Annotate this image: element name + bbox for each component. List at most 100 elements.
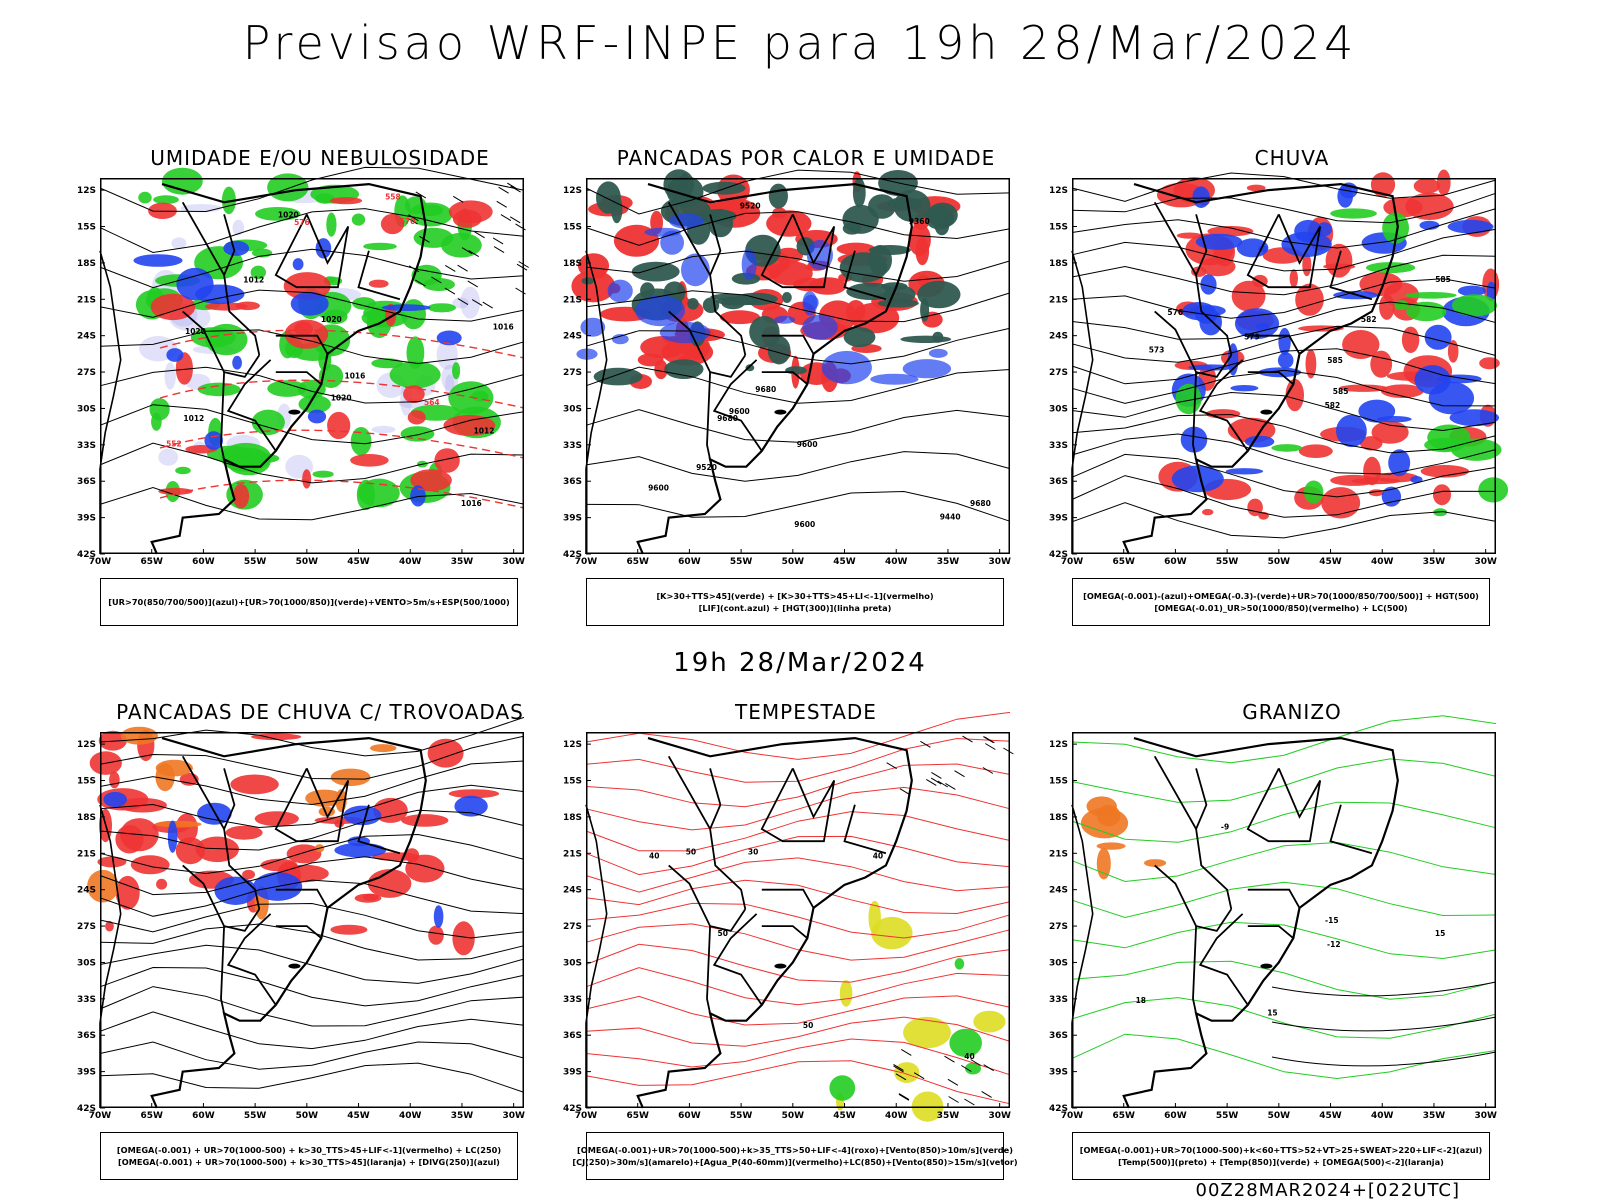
contour-line [585,327,1011,365]
panel-title: TEMPESTADE [735,700,877,724]
streamline [99,1011,525,1050]
blue-shaded-area [307,409,327,424]
blue-shaded-area [1381,486,1402,507]
green-shaded-area [255,207,301,221]
contour-label: 1020 [185,327,206,336]
coastline [636,182,913,555]
lat-tick-label: 21S [1049,295,1068,305]
darkgreen-shaded-area [768,183,788,209]
purple-shaded-area [158,448,179,466]
lon-tick-label: 50W [1268,1111,1291,1121]
red-shaded-area [1420,465,1470,478]
contour-line [99,442,525,484]
lat-tick-label: 21S [1049,849,1068,859]
streamline [1071,348,1497,385]
country-border [709,828,747,910]
wind-vector [492,237,504,245]
lat-tick-label: 33S [563,995,582,1005]
yellow-shaded-area [839,980,853,1007]
wind-vector [983,1064,994,1072]
country-border [1154,864,1233,932]
darkgreen-shaded-area [900,335,952,343]
forecast-map: 1012 1012 1012 1016 1016 1016 1020 1020 1020 1020… [77,166,529,567]
contour-label: 1016 [461,499,482,508]
lat-tick-label: 15S [563,223,582,233]
streamline [1071,278,1497,319]
streamline [1071,228,1497,272]
blue-shaded-area [1447,219,1494,234]
wind-vector [920,740,931,748]
lon-tick-label: 35W [937,557,960,567]
red-shaded-area [1437,169,1451,196]
blue-shaded-area [292,258,304,271]
country-border [1329,804,1373,855]
lat-tick-label: 30S [77,959,96,969]
forecast-map: -9 -12 -15 15 18 15 12S 15S 18S 21S 24S 27S 30S 33S 36… [1049,715,1497,1121]
country-border [1247,371,1294,385]
lat-tick-label: 39S [563,1068,582,1078]
green-shaded-area [350,427,372,456]
contour-label: 40 [873,852,883,861]
lat-tick-label: 24S [563,886,582,896]
blue-shaded-area [902,359,952,379]
lon-tick-label: 30W [1474,557,1497,567]
lat-tick-label: 12S [77,740,96,750]
blue-shaded-area [1457,285,1487,297]
forecast-map: 40 40 50 50 50 30 40 12S 15S 18S 21S 24S 27S 30S 33S 36… [563,711,1014,1122]
green-shaded-area [153,195,179,205]
wind-vector [954,770,965,778]
wind-vector [898,1093,910,1101]
legend-line: [CJ(250)>30m/s](amarelo)+[Agua_P(40-60mm… [572,1157,1018,1167]
country-border [1246,767,1322,843]
lon-tick-label: 40W [399,1111,422,1121]
lat-tick-label: 12S [77,186,96,196]
streamline [1071,325,1497,363]
red-shaded-area [97,856,127,868]
lon-tick-label: 65W [1112,1111,1135,1121]
darkgreen-shaded-area [868,245,892,275]
yellow-shaded-area [903,1016,951,1049]
wind-vector [937,780,949,788]
panel-legend: [OMEGA(-0.001)+UR>70(1000-500)+k<60+TTS>… [1072,1132,1490,1180]
country-border [182,864,261,932]
lat-tick-label: 36S [77,1031,96,1041]
blue-shaded-area [381,304,431,311]
contour-label: 1012 [243,275,264,284]
lat-tick-label: 24S [1049,886,1068,896]
blue-shaded-area [802,314,838,340]
wind-vector [898,1093,910,1101]
blue-shaded-area [167,820,178,853]
contour-label: 40 [649,852,659,861]
streamline [99,986,525,1027]
green-shaded-area [829,1075,856,1101]
red-shaded-area [1285,378,1304,412]
red-shaded-area [1342,330,1380,359]
forecast-map: 9680968096809600960096009520952094409360… [563,169,1011,567]
country-border [1198,913,1249,1006]
green-shaded-area [267,380,307,397]
blue-shaded-area [1449,409,1499,427]
red-shaded-area [908,223,931,256]
wind-vector [445,264,456,272]
wind-vector [408,265,420,273]
country-border [220,372,225,460]
red-shaded-area [225,825,263,840]
lon-tick-label: 45W [1319,1111,1342,1121]
red-shaded-area [330,924,368,935]
lat-tick-label: 42S [77,550,96,560]
contour-label: 9680 [717,414,738,423]
green-shaded-area [1304,480,1324,504]
red-shaded-area [130,855,170,875]
red-shaded-area [242,869,256,880]
lat-tick-label: 15S [1049,777,1068,787]
lon-tick-label: 60W [192,557,215,567]
map-frame [1072,178,1496,554]
streamline [585,1060,1011,1105]
lon-tick-label: 70W [575,557,598,567]
country-border [1153,201,1208,278]
darkgreen-shaded-area [893,189,931,222]
red-shaded-area [1370,350,1393,378]
lon-tick-label: 40W [399,557,422,567]
lat-tick-label: 42S [77,1104,96,1114]
